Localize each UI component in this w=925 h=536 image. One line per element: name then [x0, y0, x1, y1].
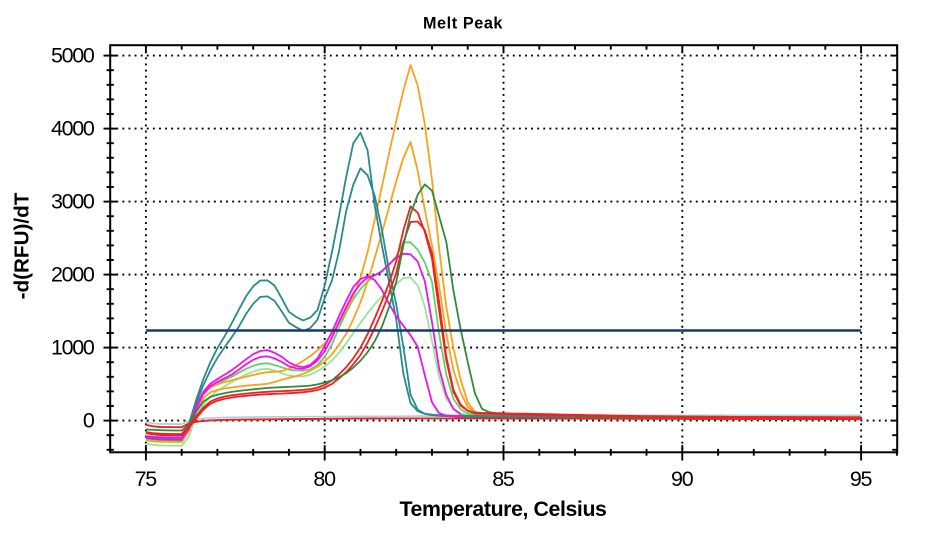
- svg-text:Melt Peak: Melt Peak: [423, 15, 503, 33]
- svg-text:-d(RFU)/dT: -d(RFU)/dT: [11, 192, 34, 299]
- svg-text:3000: 3000: [51, 189, 95, 213]
- svg-text:95: 95: [850, 467, 873, 491]
- svg-text:90: 90: [671, 467, 694, 491]
- svg-text:5000: 5000: [51, 43, 95, 67]
- svg-text:Temperature, Celsius: Temperature, Celsius: [399, 497, 606, 521]
- svg-text:85: 85: [492, 467, 515, 491]
- svg-text:80: 80: [313, 467, 336, 491]
- svg-text:4000: 4000: [51, 116, 95, 140]
- svg-text:75: 75: [135, 467, 158, 491]
- svg-text:0: 0: [83, 408, 95, 432]
- svg-text:1000: 1000: [51, 335, 95, 359]
- svg-text:2000: 2000: [51, 262, 95, 286]
